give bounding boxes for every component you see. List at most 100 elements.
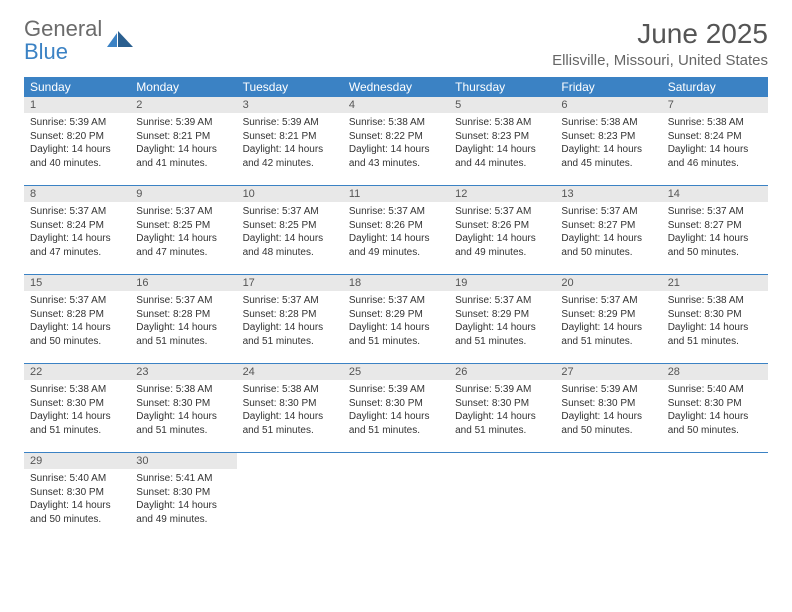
day-number: 22: [24, 364, 130, 380]
day-body: Sunrise: 5:39 AMSunset: 8:21 PMDaylight:…: [237, 113, 343, 176]
day-number: 13: [555, 186, 661, 202]
sunrise-line: Sunrise: 5:37 AM: [349, 205, 443, 219]
daylight-line: Daylight: 14 hours and 50 minutes.: [30, 499, 124, 526]
sunrise-line: Sunrise: 5:37 AM: [455, 205, 549, 219]
daylight-line: Daylight: 14 hours and 50 minutes.: [30, 321, 124, 348]
sunset-line: Sunset: 8:24 PM: [30, 219, 124, 233]
day-body: Sunrise: 5:37 AMSunset: 8:24 PMDaylight:…: [24, 202, 130, 265]
day-number: 23: [130, 364, 236, 380]
daylight-line: Daylight: 14 hours and 51 minutes.: [349, 321, 443, 348]
calendar-day: 11Sunrise: 5:37 AMSunset: 8:26 PMDayligh…: [343, 186, 449, 274]
sunrise-line: Sunrise: 5:38 AM: [136, 383, 230, 397]
calendar-day: 20Sunrise: 5:37 AMSunset: 8:29 PMDayligh…: [555, 275, 661, 363]
logo-text: General Blue: [24, 18, 102, 64]
sunrise-line: Sunrise: 5:38 AM: [243, 383, 337, 397]
page-title: June 2025: [552, 18, 768, 50]
daylight-line: Daylight: 14 hours and 49 minutes.: [455, 232, 549, 259]
daylight-line: Daylight: 14 hours and 48 minutes.: [243, 232, 337, 259]
calendar-week: 1Sunrise: 5:39 AMSunset: 8:20 PMDaylight…: [24, 97, 768, 185]
day-body: Sunrise: 5:37 AMSunset: 8:27 PMDaylight:…: [555, 202, 661, 265]
sunset-line: Sunset: 8:23 PM: [561, 130, 655, 144]
daylight-line: Daylight: 14 hours and 40 minutes.: [30, 143, 124, 170]
calendar-day: 18Sunrise: 5:37 AMSunset: 8:29 PMDayligh…: [343, 275, 449, 363]
sunset-line: Sunset: 8:20 PM: [30, 130, 124, 144]
sunset-line: Sunset: 8:30 PM: [30, 486, 124, 500]
sunrise-line: Sunrise: 5:41 AM: [136, 472, 230, 486]
sunrise-line: Sunrise: 5:38 AM: [668, 294, 762, 308]
calendar-day: 23Sunrise: 5:38 AMSunset: 8:30 PMDayligh…: [130, 364, 236, 452]
day-body: Sunrise: 5:41 AMSunset: 8:30 PMDaylight:…: [130, 469, 236, 532]
sunrise-line: Sunrise: 5:37 AM: [30, 205, 124, 219]
day-number: 1: [24, 97, 130, 113]
day-number: 10: [237, 186, 343, 202]
daylight-line: Daylight: 14 hours and 50 minutes.: [668, 232, 762, 259]
calendar-day: 6Sunrise: 5:38 AMSunset: 8:23 PMDaylight…: [555, 97, 661, 185]
sunset-line: Sunset: 8:30 PM: [243, 397, 337, 411]
sunset-line: Sunset: 8:28 PM: [243, 308, 337, 322]
calendar-day: [237, 453, 343, 541]
sunrise-line: Sunrise: 5:37 AM: [30, 294, 124, 308]
calendar-day: 2Sunrise: 5:39 AMSunset: 8:21 PMDaylight…: [130, 97, 236, 185]
sunset-line: Sunset: 8:27 PM: [561, 219, 655, 233]
daylight-line: Daylight: 14 hours and 50 minutes.: [561, 410, 655, 437]
calendar-day: 3Sunrise: 5:39 AMSunset: 8:21 PMDaylight…: [237, 97, 343, 185]
calendar-day: [343, 453, 449, 541]
logo-flag-icon: [107, 29, 135, 54]
calendar-day: 12Sunrise: 5:37 AMSunset: 8:26 PMDayligh…: [449, 186, 555, 274]
sunrise-line: Sunrise: 5:40 AM: [668, 383, 762, 397]
calendar-week: 15Sunrise: 5:37 AMSunset: 8:28 PMDayligh…: [24, 274, 768, 363]
calendar-day: 7Sunrise: 5:38 AMSunset: 8:24 PMDaylight…: [662, 97, 768, 185]
sunset-line: Sunset: 8:28 PM: [30, 308, 124, 322]
sunset-line: Sunset: 8:30 PM: [349, 397, 443, 411]
sunrise-line: Sunrise: 5:38 AM: [349, 116, 443, 130]
sunrise-line: Sunrise: 5:39 AM: [243, 116, 337, 130]
daylight-line: Daylight: 14 hours and 51 minutes.: [668, 321, 762, 348]
daylight-line: Daylight: 14 hours and 46 minutes.: [668, 143, 762, 170]
day-number: 21: [662, 275, 768, 291]
day-number: 4: [343, 97, 449, 113]
sunrise-line: Sunrise: 5:37 AM: [455, 294, 549, 308]
sunset-line: Sunset: 8:25 PM: [136, 219, 230, 233]
sunset-line: Sunset: 8:26 PM: [455, 219, 549, 233]
day-number: 26: [449, 364, 555, 380]
calendar-day: 16Sunrise: 5:37 AMSunset: 8:28 PMDayligh…: [130, 275, 236, 363]
day-body: Sunrise: 5:37 AMSunset: 8:26 PMDaylight:…: [343, 202, 449, 265]
sunset-line: Sunset: 8:29 PM: [455, 308, 549, 322]
calendar-day: 25Sunrise: 5:39 AMSunset: 8:30 PMDayligh…: [343, 364, 449, 452]
daylight-line: Daylight: 14 hours and 51 minutes.: [243, 321, 337, 348]
calendar-week: 8Sunrise: 5:37 AMSunset: 8:24 PMDaylight…: [24, 185, 768, 274]
sunrise-line: Sunrise: 5:37 AM: [243, 294, 337, 308]
sunset-line: Sunset: 8:30 PM: [455, 397, 549, 411]
daylight-line: Daylight: 14 hours and 51 minutes.: [561, 321, 655, 348]
sunset-line: Sunset: 8:27 PM: [668, 219, 762, 233]
day-body: Sunrise: 5:38 AMSunset: 8:30 PMDaylight:…: [662, 291, 768, 354]
day-body: Sunrise: 5:39 AMSunset: 8:30 PMDaylight:…: [343, 380, 449, 443]
day-number: 16: [130, 275, 236, 291]
sunset-line: Sunset: 8:22 PM: [349, 130, 443, 144]
sunset-line: Sunset: 8:26 PM: [349, 219, 443, 233]
day-body: Sunrise: 5:39 AMSunset: 8:30 PMDaylight:…: [449, 380, 555, 443]
day-body: Sunrise: 5:37 AMSunset: 8:25 PMDaylight:…: [237, 202, 343, 265]
day-body: Sunrise: 5:38 AMSunset: 8:23 PMDaylight:…: [555, 113, 661, 176]
sunrise-line: Sunrise: 5:39 AM: [561, 383, 655, 397]
day-body: Sunrise: 5:38 AMSunset: 8:30 PMDaylight:…: [24, 380, 130, 443]
calendar-day: 22Sunrise: 5:38 AMSunset: 8:30 PMDayligh…: [24, 364, 130, 452]
dow-cell: Tuesday: [237, 77, 343, 97]
daylight-line: Daylight: 14 hours and 51 minutes.: [243, 410, 337, 437]
daylight-line: Daylight: 14 hours and 49 minutes.: [136, 499, 230, 526]
calendar: SundayMondayTuesdayWednesdayThursdayFrid…: [24, 77, 768, 541]
logo-word-2: Blue: [24, 39, 68, 64]
sunset-line: Sunset: 8:30 PM: [668, 397, 762, 411]
calendar-day: 29Sunrise: 5:40 AMSunset: 8:30 PMDayligh…: [24, 453, 130, 541]
sunrise-line: Sunrise: 5:37 AM: [561, 294, 655, 308]
sunrise-line: Sunrise: 5:38 AM: [30, 383, 124, 397]
sunrise-line: Sunrise: 5:39 AM: [349, 383, 443, 397]
daylight-line: Daylight: 14 hours and 51 minutes.: [136, 410, 230, 437]
logo-word-1: General: [24, 16, 102, 41]
sunrise-line: Sunrise: 5:39 AM: [136, 116, 230, 130]
dow-cell: Friday: [555, 77, 661, 97]
calendar-day: 5Sunrise: 5:38 AMSunset: 8:23 PMDaylight…: [449, 97, 555, 185]
sunrise-line: Sunrise: 5:38 AM: [561, 116, 655, 130]
sunrise-line: Sunrise: 5:37 AM: [349, 294, 443, 308]
calendar-day: 14Sunrise: 5:37 AMSunset: 8:27 PMDayligh…: [662, 186, 768, 274]
